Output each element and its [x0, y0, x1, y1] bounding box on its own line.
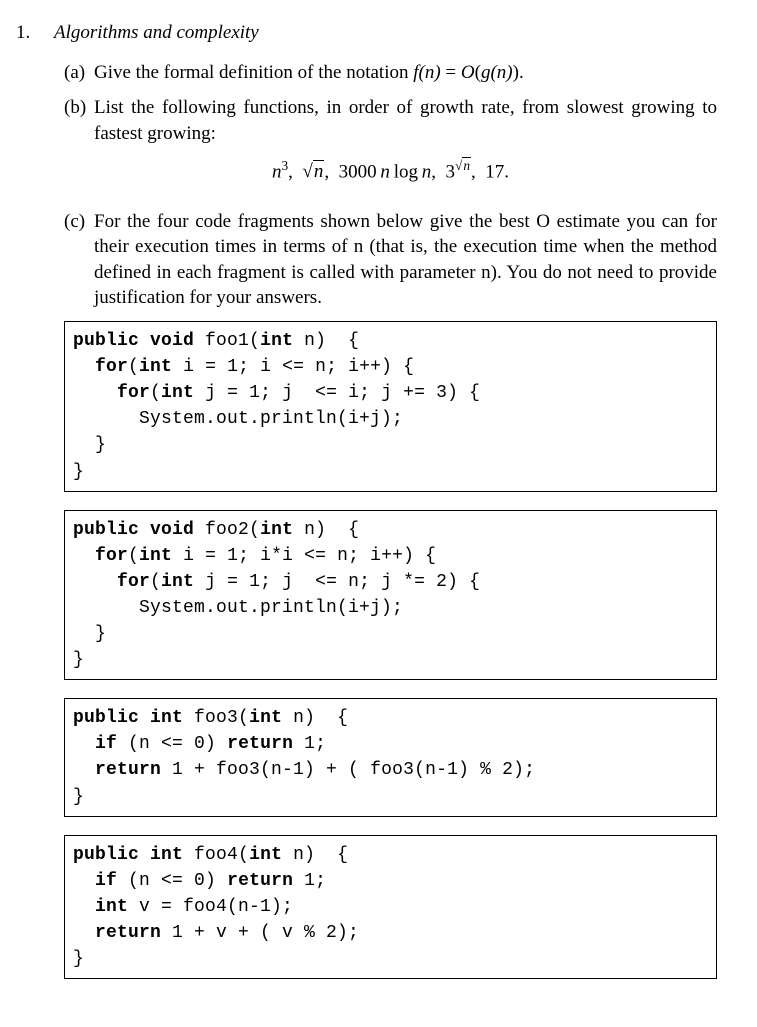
foo2-l2a: (: [128, 546, 139, 566]
f-of-n: f(n): [413, 62, 440, 83]
kw-public: public: [73, 520, 139, 540]
foo3-sig-name: foo3(: [183, 708, 249, 728]
kw-int: int: [249, 845, 282, 865]
code-foo4: public int foo4(int n) { if (n <= 0) ret…: [64, 835, 717, 979]
question-header: 1. Algorithms and complexity: [16, 20, 717, 46]
part-b: (b) List the following functions, in ord…: [64, 95, 717, 146]
foo1-l5: }: [73, 435, 106, 455]
foo4-l2b: 1;: [293, 871, 326, 891]
foo1-l3b: j = 1; j <= i; j += 3) {: [194, 383, 480, 403]
code-foo1: public void foo1(int n) { for(int i = 1;…: [64, 321, 717, 492]
fn-3sqrtn-exp: n: [455, 158, 471, 173]
kw-int: int: [150, 845, 183, 865]
kw-for: for: [95, 546, 128, 566]
foo2-l3a: (: [150, 572, 161, 592]
part-c-text: For the four code fragments shown below …: [94, 211, 717, 309]
kw-for: for: [117, 383, 150, 403]
kw-if: if: [95, 734, 117, 754]
part-b-text: List the following functions, in order o…: [94, 97, 717, 144]
foo3-sig-param: n) {: [282, 708, 348, 728]
kw-return: return: [227, 871, 293, 891]
kw-int: int: [260, 520, 293, 540]
kw-int: int: [95, 897, 128, 917]
part-a: (a) Give the formal definition of the no…: [64, 60, 717, 86]
kw-int: int: [161, 572, 194, 592]
kw-int: int: [150, 708, 183, 728]
foo2-l4: System.out.println(i+j);: [73, 598, 403, 618]
fn-3sqrtn-rad: n: [463, 158, 470, 173]
foo2-l5: }: [73, 624, 106, 644]
kw-int: int: [161, 383, 194, 403]
kw-return: return: [95, 760, 161, 780]
part-a-formula: f(n) = O(g(n)): [413, 62, 519, 83]
foo4-l5: }: [73, 949, 84, 969]
fn-nlogn-coef: 3000: [339, 161, 377, 182]
part-c-label: (c): [64, 209, 94, 312]
foo1-sig-param: n) {: [293, 331, 359, 351]
foo4-l2a: (n <= 0): [117, 871, 227, 891]
fn-n3-exp: 3: [281, 158, 288, 173]
part-a-label: (a): [64, 60, 94, 86]
kw-int: int: [139, 357, 172, 377]
fn-nlogn-n1: n: [380, 161, 390, 182]
question-number: 1.: [16, 20, 54, 46]
kw-void: void: [150, 520, 194, 540]
part-a-text-after: .: [519, 62, 524, 83]
fn-sqrt-n-rad: n: [314, 161, 324, 182]
foo2-l3b: j = 1; j <= n; j *= 2) {: [194, 572, 480, 592]
part-c-body: For the four code fragments shown below …: [94, 209, 717, 312]
kw-int: int: [139, 546, 172, 566]
part-b-body: List the following functions, in order o…: [94, 95, 717, 146]
foo2-l2b: i = 1; i*i <= n; i++) {: [172, 546, 436, 566]
question-title: Algorithms and complexity: [54, 20, 259, 46]
foo3-l4: }: [73, 787, 84, 807]
kw-public: public: [73, 331, 139, 351]
part-b-label: (b): [64, 95, 94, 146]
foo3-l2b: 1;: [293, 734, 326, 754]
fn-nlogn-log: log: [394, 161, 418, 182]
foo1-l6: }: [73, 462, 84, 482]
foo1-l3a: (: [150, 383, 161, 403]
kw-int: int: [249, 708, 282, 728]
foo4-sig-name: foo4(: [183, 845, 249, 865]
foo1-l2b: i = 1; i <= n; i++) {: [172, 357, 414, 377]
part-c: (c) For the four code fragments shown be…: [64, 209, 717, 312]
kw-for: for: [117, 572, 150, 592]
part-a-body: Give the formal definition of the notati…: [94, 60, 717, 86]
foo1-sig-name: foo1(: [194, 331, 260, 351]
foo2-sig-name: foo2(: [194, 520, 260, 540]
subparts: (a) Give the formal definition of the no…: [64, 60, 717, 979]
foo4-l3a: v = foo4(n-1);: [128, 897, 293, 917]
foo2-sig-param: n) {: [293, 520, 359, 540]
foo1-l2a: (: [128, 357, 139, 377]
kw-void: void: [150, 331, 194, 351]
foo3-l2a: (n <= 0): [117, 734, 227, 754]
fn-sqrt-n: n: [302, 159, 324, 185]
foo3-l3a: 1 + foo3(n-1) + ( foo3(n-1) % 2);: [161, 760, 535, 780]
kw-return: return: [227, 734, 293, 754]
fn-17: 17: [485, 161, 504, 182]
fn-3sqrtn-base: 3: [446, 161, 456, 182]
foo1-l4: System.out.println(i+j);: [73, 409, 403, 429]
g-of-n: g(n): [481, 62, 513, 83]
kw-for: for: [95, 357, 128, 377]
part-b-functions: n3, n, 3000 n log n, 3n, 17.: [64, 157, 717, 185]
kw-if: if: [95, 871, 117, 891]
big-o: O: [461, 62, 475, 83]
fn-nlogn-n2: n: [422, 161, 432, 182]
page: 1. Algorithms and complexity (a) Give th…: [0, 0, 757, 1027]
equals: =: [441, 62, 461, 83]
foo2-l6: }: [73, 650, 84, 670]
code-foo3: public int foo3(int n) { if (n <= 0) ret…: [64, 698, 717, 816]
code-foo2: public void foo2(int n) { for(int i = 1;…: [64, 510, 717, 681]
kw-int: int: [260, 331, 293, 351]
foo4-sig-param: n) {: [282, 845, 348, 865]
kw-public: public: [73, 845, 139, 865]
part-a-text-before: Give the formal definition of the notati…: [94, 62, 413, 83]
kw-public: public: [73, 708, 139, 728]
